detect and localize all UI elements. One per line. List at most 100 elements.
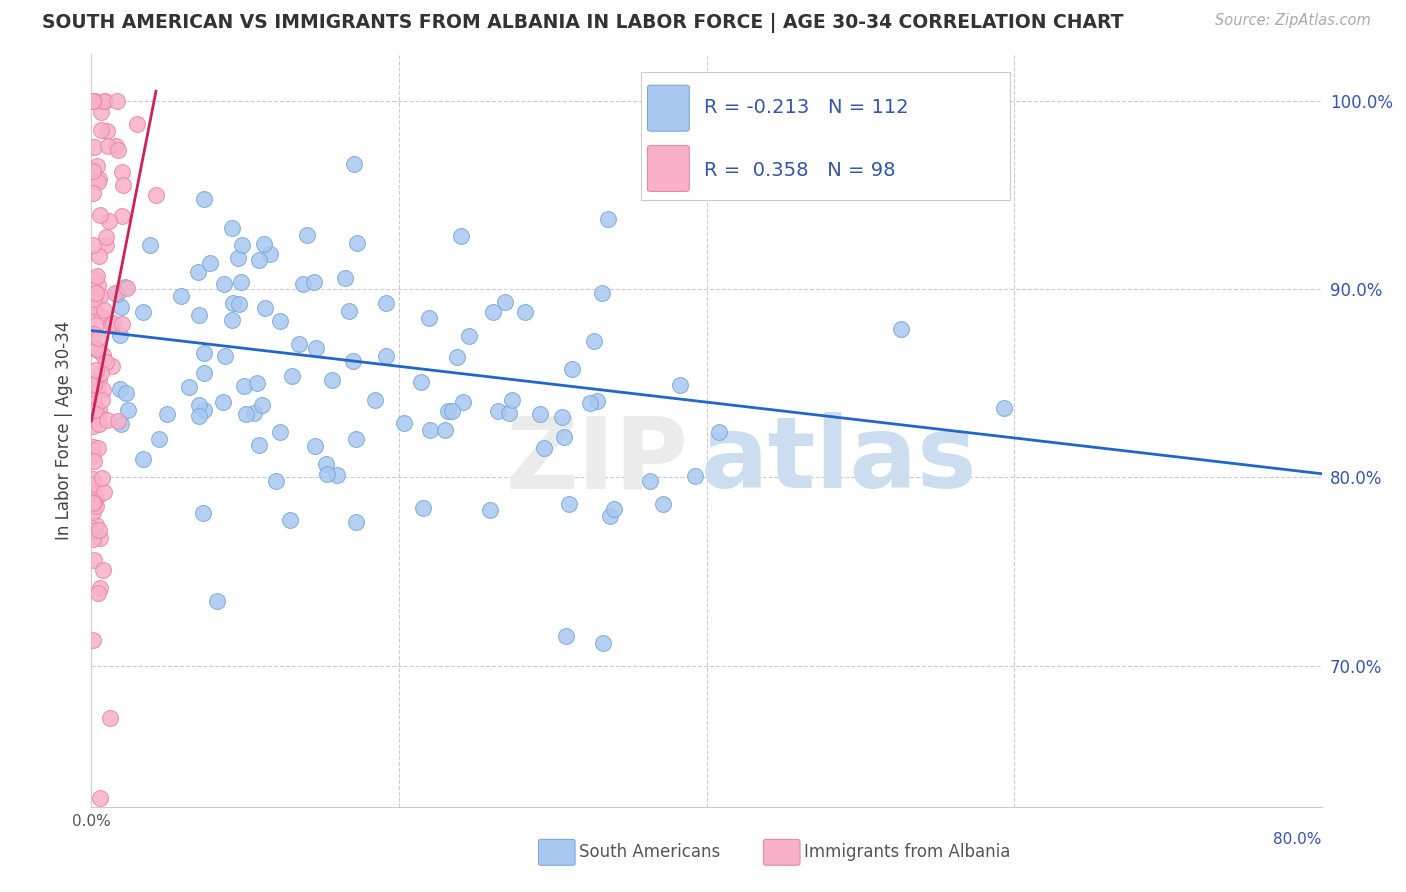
FancyBboxPatch shape (647, 85, 689, 131)
Point (553, 430, 575, 444)
Point (93, 484, 115, 499)
Point (84, 492, 107, 507)
Point (551, 410, 574, 425)
Point (100, 317, 122, 331)
Point (198, 255, 221, 269)
Point (479, 502, 502, 516)
Point (84, 94, 107, 108)
Point (259, 247, 281, 261)
Point (83, 376, 105, 391)
Point (105, 138, 128, 153)
Point (344, 432, 367, 446)
Point (246, 376, 269, 390)
Point (501, 393, 523, 408)
Point (89, 531, 111, 545)
Point (264, 474, 287, 488)
Point (231, 238, 253, 252)
Point (193, 366, 215, 380)
Point (707, 425, 730, 439)
Point (82, 94, 104, 108)
Point (419, 423, 441, 437)
Text: Source: ZipAtlas.com: Source: ZipAtlas.com (1215, 13, 1371, 29)
Point (90, 367, 112, 381)
Point (101, 316, 124, 330)
Point (302, 275, 325, 289)
Point (221, 221, 243, 235)
Point (97, 139, 120, 153)
Point (205, 593, 228, 607)
Point (440, 404, 463, 418)
Point (169, 289, 191, 303)
Point (89, 790, 111, 805)
Point (269, 314, 291, 328)
Point (83, 454, 105, 468)
Point (343, 157, 366, 171)
Point (494, 294, 516, 309)
Point (188, 398, 211, 412)
Point (96, 124, 118, 138)
Point (89, 208, 111, 222)
Point (515, 305, 537, 319)
Point (453, 395, 475, 409)
Point (638, 474, 661, 488)
Point (87, 585, 110, 599)
Point (418, 311, 440, 326)
Point (295, 227, 318, 242)
Point (269, 425, 291, 439)
Point (90, 123, 112, 137)
Point (498, 406, 520, 420)
Point (226, 251, 249, 265)
Point (82, 633, 104, 648)
Point (221, 313, 243, 327)
Text: 80.0%: 80.0% (1274, 832, 1322, 847)
Point (84, 286, 107, 301)
Point (434, 423, 457, 437)
Point (110, 383, 132, 397)
Point (993, 401, 1015, 416)
Point (304, 439, 326, 453)
Point (82, 301, 104, 316)
Point (107, 414, 129, 428)
Point (437, 403, 460, 417)
Point (139, 238, 162, 252)
Text: R =  0.358   N = 98: R = 0.358 N = 98 (704, 161, 896, 180)
Point (278, 513, 301, 527)
Point (87, 331, 110, 345)
Point (93, 303, 115, 318)
Point (89, 403, 111, 417)
Point (86, 363, 108, 377)
Point (82, 505, 104, 519)
Point (394, 416, 416, 430)
FancyBboxPatch shape (647, 145, 689, 192)
Point (652, 497, 675, 511)
Point (592, 636, 614, 650)
Point (247, 252, 270, 267)
Point (212, 395, 235, 409)
Point (82, 397, 104, 411)
Point (315, 458, 337, 472)
Point (105, 286, 128, 301)
Point (86, 159, 108, 173)
Point (132, 305, 155, 319)
Point (243, 406, 266, 420)
Point (342, 353, 364, 368)
Point (82, 393, 104, 408)
Point (89, 289, 111, 303)
Point (83, 552, 105, 566)
Point (84, 403, 107, 417)
Point (214, 349, 236, 363)
Point (669, 378, 692, 392)
Point (148, 432, 170, 446)
Point (187, 265, 209, 279)
Point (110, 328, 132, 343)
Point (558, 497, 581, 511)
Point (333, 270, 356, 285)
Point (125, 117, 148, 131)
Point (87, 175, 110, 189)
Point (86, 382, 108, 396)
Point (111, 178, 134, 193)
Point (529, 407, 551, 421)
Point (482, 305, 505, 319)
Point (107, 143, 129, 157)
Point (132, 452, 155, 467)
